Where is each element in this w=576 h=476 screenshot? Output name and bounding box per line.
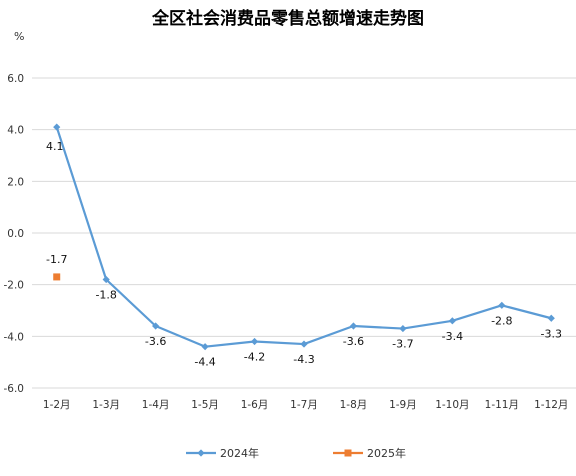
data-point (53, 123, 61, 131)
data-label: -2.8 (491, 314, 512, 327)
x-tick-label: 1-2月 (43, 399, 71, 411)
grid-lines (32, 77, 576, 389)
data-label: -3.4 (442, 330, 463, 343)
data-label: -1.7 (46, 253, 67, 266)
data-label: -3.3 (541, 327, 562, 340)
y-axis-unit: % (14, 30, 24, 43)
x-tick-label: 1-9月 (389, 399, 417, 411)
y-tick-label: -2.0 (4, 280, 25, 292)
data-label: -3.6 (343, 335, 364, 348)
x-axis-ticks: 1-2月 1-3月 1-4月 1-5月 1-6月 1-7月 1-8月 1-9月 1-10月 1-1… (43, 399, 569, 411)
legend-label: 2025年 (367, 446, 406, 460)
x-tick-label: 1-3月 (92, 399, 120, 411)
data-point (300, 340, 308, 348)
data-label: -4.4 (194, 356, 215, 369)
x-tick-label: 1-6月 (241, 399, 269, 411)
x-tick-label: 1-10月 (435, 399, 469, 411)
x-tick-label: 1-8月 (340, 399, 368, 411)
data-point (448, 317, 456, 325)
data-point (102, 275, 110, 284)
x-tick-label: 1-5月 (191, 399, 219, 411)
legend-marker (197, 449, 205, 457)
x-tick-label: 1-12月 (534, 399, 568, 411)
data-label: -4.2 (244, 351, 265, 364)
y-tick-label: 6.0 (7, 73, 24, 85)
data-label: -1.8 (95, 289, 116, 302)
legend: 2024年 2025年 (186, 446, 406, 460)
x-tick-label: 1-7月 (290, 399, 318, 411)
data-point (349, 322, 358, 330)
series-layer (53, 123, 555, 351)
legend-marker (344, 449, 352, 457)
data-label: -3.6 (145, 335, 166, 348)
chart-title: 全区社会消费品零售总额增速走势图 (151, 8, 424, 29)
x-tick-label: 1-4月 (142, 399, 170, 411)
y-axis-ticks: 6.0 4.0 2.0 0.0 -2.0 -4.0 -6.0 (4, 73, 25, 395)
data-point (547, 314, 555, 322)
data-label: -3.7 (392, 338, 413, 351)
legend-label: 2024年 (220, 446, 259, 460)
data-point (250, 337, 259, 346)
data-point (399, 324, 407, 333)
x-tick-label: 1-11月 (485, 399, 519, 411)
data-point (201, 343, 209, 351)
data-point (53, 273, 61, 281)
y-tick-label: -4.0 (4, 331, 25, 343)
y-tick-label: -6.0 (4, 383, 25, 395)
data-label: 4.1 (46, 140, 64, 153)
data-point (152, 322, 160, 330)
data-point (498, 301, 506, 309)
y-tick-label: 0.0 (7, 228, 24, 240)
y-tick-label: 4.0 (7, 125, 24, 137)
data-labels: 4.1 -1.8 -3.6 -4.4 -4.2 -4.3 -3.6 -3.7 -3.4 -2.8 -… (46, 140, 562, 369)
data-label: -4.3 (293, 353, 314, 366)
series-line (55, 126, 552, 348)
y-tick-label: 2.0 (7, 176, 24, 188)
